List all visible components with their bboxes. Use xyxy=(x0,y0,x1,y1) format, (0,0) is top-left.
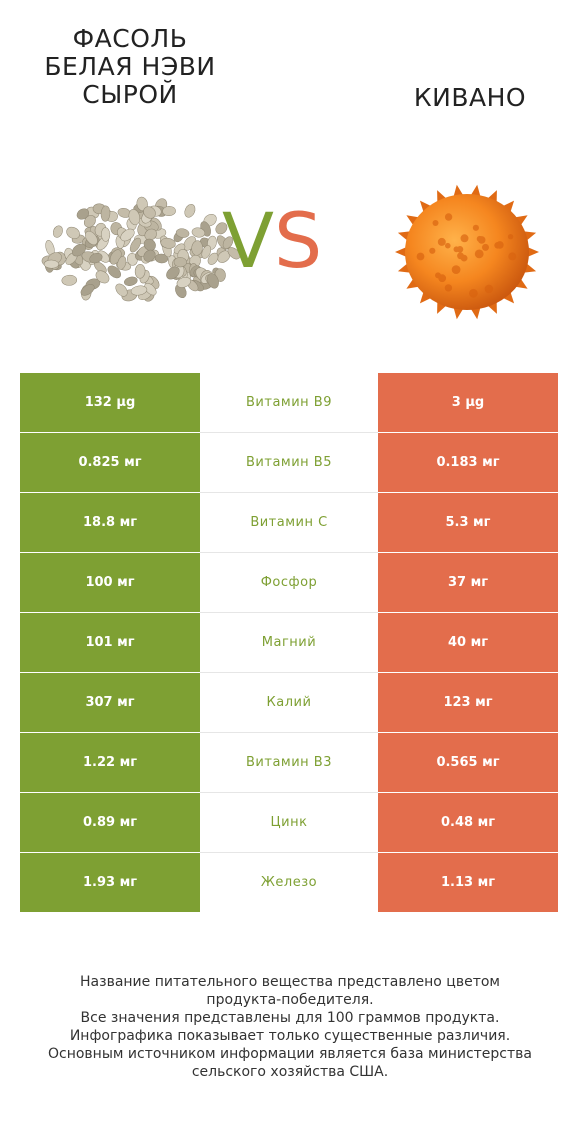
table-row: 100 мг Фосфор 37 мг xyxy=(20,553,558,612)
right-value: 3 µg xyxy=(378,373,558,432)
right-value: 40 мг xyxy=(378,613,558,672)
row-divider xyxy=(200,552,378,553)
row-divider xyxy=(200,432,378,433)
left-value: 307 мг xyxy=(20,673,200,732)
left-value: 0.89 мг xyxy=(20,793,200,852)
table-row: 0.825 мг Витамин B5 0.183 мг xyxy=(20,433,558,492)
vs-v: V xyxy=(222,196,274,285)
left-product-title: ФАСОЛЬ БЕЛАЯ НЭВИ СЫРОЙ xyxy=(30,25,230,109)
left-value: 132 µg xyxy=(20,373,200,432)
nutrient-name: Магний xyxy=(200,613,378,672)
footer-line: Инфографика показывает только существенн… xyxy=(69,1028,511,1044)
row-divider xyxy=(200,852,378,853)
nutrient-name: Калий xyxy=(200,673,378,732)
nutrient-name: Фосфор xyxy=(200,553,378,612)
row-divider xyxy=(200,732,378,733)
footer-line: Все значения представлены для 100 граммо… xyxy=(80,1010,500,1026)
vs-s: S xyxy=(274,196,323,285)
table-row: 101 мг Магний 40 мг xyxy=(20,613,558,672)
left-value: 101 мг xyxy=(20,613,200,672)
left-value: 1.22 мг xyxy=(20,733,200,792)
footer-line: Название питательного вещества представл… xyxy=(80,974,500,990)
footer-note: Название питательного вещества представл… xyxy=(20,973,560,1081)
left-title-line: СЫРОЙ xyxy=(82,80,178,109)
right-value: 5.3 мг xyxy=(378,493,558,552)
left-value: 0.825 мг xyxy=(20,433,200,492)
table-row: 1.93 мг Железо 1.13 мг xyxy=(20,853,558,912)
left-value: 18.8 мг xyxy=(20,493,200,552)
right-product-title: КИВАНО xyxy=(413,83,527,112)
table-row: 307 мг Калий 123 мг xyxy=(20,673,558,732)
right-value: 0.565 мг xyxy=(378,733,558,792)
table-row: 0.89 мг Цинк 0.48 мг xyxy=(20,793,558,852)
vs-label: VS xyxy=(222,196,322,286)
row-divider xyxy=(200,792,378,793)
table-row: 18.8 мг Витамин C 5.3 мг xyxy=(20,493,558,552)
nutrient-name: Цинк xyxy=(200,793,378,852)
right-value: 0.48 мг xyxy=(378,793,558,852)
footer-line: сельского хозяйства США. xyxy=(191,1064,389,1080)
nutrient-name: Витамин B3 xyxy=(200,733,378,792)
left-value: 100 мг xyxy=(20,553,200,612)
row-divider xyxy=(200,672,378,673)
right-value: 1.13 мг xyxy=(378,853,558,912)
footer-line: Основным источником информации является … xyxy=(48,1046,532,1062)
kiwano-image xyxy=(395,184,539,320)
beans-image xyxy=(41,196,240,302)
left-value: 1.93 мг xyxy=(20,853,200,912)
right-value: 37 мг xyxy=(378,553,558,612)
nutrient-name: Витамин B5 xyxy=(200,433,378,492)
right-value: 123 мг xyxy=(378,673,558,732)
row-divider xyxy=(200,492,378,493)
left-title-line: ФАСОЛЬ xyxy=(72,24,188,53)
right-value: 0.183 мг xyxy=(378,433,558,492)
table-row: 1.22 мг Витамин B3 0.565 мг xyxy=(20,733,558,792)
footer-line: продукта-победителя. xyxy=(206,992,374,1008)
left-title-line: БЕЛАЯ НЭВИ xyxy=(44,52,216,81)
row-divider xyxy=(200,612,378,613)
nutrient-name: Витамин B9 xyxy=(200,373,378,432)
nutrient-name: Железо xyxy=(200,853,378,912)
table-row: 132 µg Витамин B9 3 µg xyxy=(20,373,558,432)
comparison-table: 132 µg Витамин B9 3 µg 0.825 мг Витамин B5 0.… xyxy=(20,373,558,914)
nutrient-name: Витамин C xyxy=(200,493,378,552)
